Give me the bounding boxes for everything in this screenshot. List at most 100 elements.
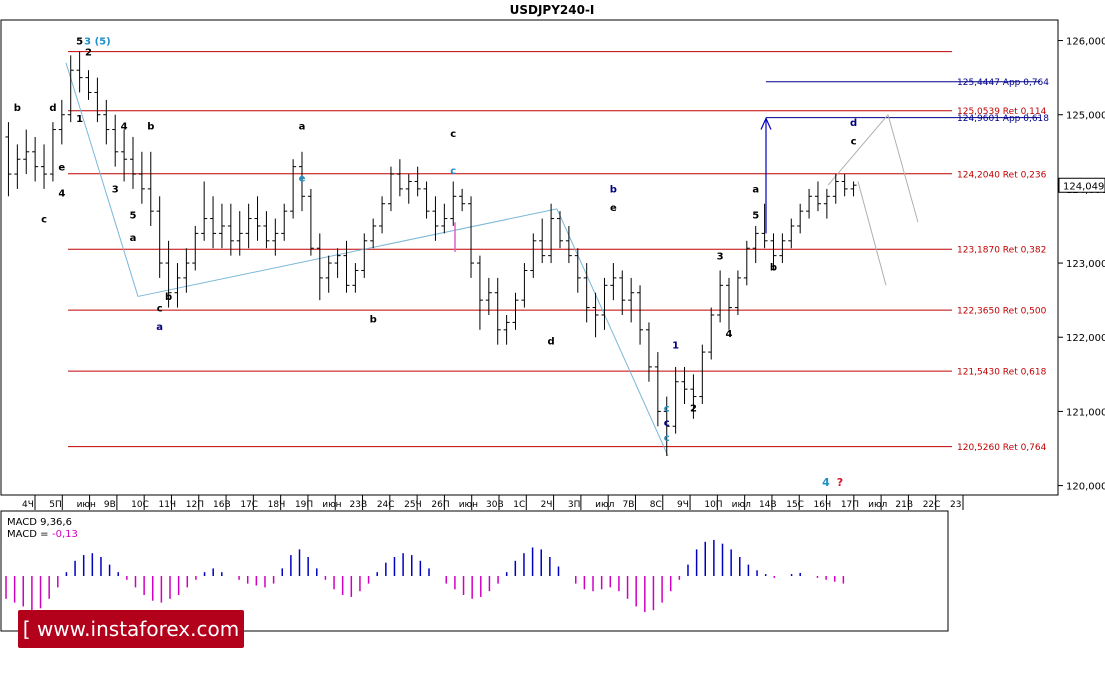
x-tick-label: 4Ч xyxy=(22,500,34,510)
y-tick-label: 123,000 xyxy=(1066,259,1105,270)
x-tick-label: 12П xyxy=(186,500,204,510)
wave-label: 5 xyxy=(752,211,759,222)
wave-label: 4 xyxy=(726,329,733,340)
ohlc-bar xyxy=(94,77,101,123)
ohlc-bar xyxy=(165,240,172,308)
wave-label: 1 xyxy=(76,114,83,125)
ohlc-bar xyxy=(654,352,661,427)
x-tick-label: 16В xyxy=(213,500,231,510)
x-tick-label: 22С xyxy=(923,500,941,510)
x-tick-label: июл xyxy=(595,500,614,510)
ohlc-bar xyxy=(459,188,466,212)
current-price-box xyxy=(1058,177,1105,193)
x-tick-label: 19П xyxy=(295,500,313,510)
wave-label: c xyxy=(664,433,670,444)
ohlc-bar xyxy=(343,240,350,293)
wave-label: b xyxy=(165,292,172,303)
ohlc-bar xyxy=(379,196,386,234)
wave-overlay xyxy=(65,62,919,457)
wave-label: b xyxy=(610,185,617,196)
ohlc-bar xyxy=(485,277,492,315)
wave-label: e xyxy=(610,203,617,214)
ohlc-bar xyxy=(565,225,572,264)
ohlc-bar xyxy=(236,211,243,256)
macd-panel-frame xyxy=(0,510,949,632)
ohlc-bar xyxy=(432,196,439,241)
x-tick-label: 23 xyxy=(950,500,961,510)
ohlc-bar xyxy=(254,196,261,241)
ohlc-bar xyxy=(583,263,590,323)
x-axis: 4Ч 5П июн 9В 10С 11Ч 12П 16В 17С 18Ч 19П июн 23В 24С 2… xyxy=(22,495,964,510)
ohlc-bar xyxy=(334,248,341,278)
main-panel-frame xyxy=(0,19,1059,496)
ohlc-bar xyxy=(76,51,83,93)
x-tick-label: июн xyxy=(77,500,96,510)
wave-label: a xyxy=(130,233,137,244)
x-tick-label: 7В xyxy=(622,500,634,510)
wave-label: 1 xyxy=(672,340,679,351)
ohlc-bar xyxy=(592,292,599,338)
ohlc-bar xyxy=(850,181,857,197)
ohlc-bar xyxy=(708,307,715,360)
y-tick-label: 121,000 xyxy=(1066,407,1105,418)
ohlc-bar xyxy=(441,203,448,234)
ohlc-bar xyxy=(494,277,501,345)
ohlc-bar xyxy=(201,181,208,241)
x-tick-label: 8С xyxy=(650,500,662,510)
ohlc-bar xyxy=(726,277,733,330)
y-tick-label: 122,000 xyxy=(1066,333,1105,344)
ohlc-bar xyxy=(761,203,768,249)
ohlc-bar xyxy=(601,277,608,330)
macd-value-label: MACD = xyxy=(7,529,49,540)
ohlc-bar xyxy=(299,151,306,212)
wave-label: d xyxy=(49,103,56,114)
x-tick-label: июл xyxy=(868,500,887,510)
x-tick-label: 24С xyxy=(377,500,395,510)
x-tick-label: 9Ч xyxy=(677,500,689,510)
ohlc-bar xyxy=(192,225,199,271)
y-axis: 126,000125,000124,000123,000122,000121,0… xyxy=(1058,37,1105,493)
fib-level-label: 124,2040 Ret 0,236 xyxy=(957,170,1047,180)
ohlc-bar xyxy=(245,203,252,249)
wave-label: c xyxy=(450,129,456,140)
ohlc-bar xyxy=(414,166,421,197)
ohlc-bar xyxy=(574,248,581,293)
ohlc-bar xyxy=(841,174,848,197)
x-tick-label: 9В xyxy=(104,500,116,510)
wave-label: c xyxy=(664,403,670,414)
ohlc-bar xyxy=(307,188,314,256)
wave-label-bottom: 4 xyxy=(822,476,830,489)
x-tick-label: 25Ч xyxy=(404,500,422,510)
projection-label: 125,4447 App 0,764 xyxy=(957,78,1049,88)
x-tick-label: 3П xyxy=(568,500,581,510)
fib-level-label: 122,3650 Ret 0,500 xyxy=(957,307,1047,317)
ohlc-bar xyxy=(503,314,510,345)
chart-title: USDJPY240-I xyxy=(510,3,595,17)
ohlc-bar xyxy=(112,114,119,167)
forecast-path-line xyxy=(887,114,919,223)
fib-level-label: 121,5430 Ret 0,618 xyxy=(957,368,1047,378)
ohlc-bar xyxy=(450,181,457,226)
wave-label: 2 xyxy=(690,403,697,414)
ohlc-bar xyxy=(156,196,163,278)
wave-label: 4 xyxy=(58,188,65,199)
background xyxy=(0,0,1105,661)
wave-label: a xyxy=(752,185,759,196)
x-tick-label: июл xyxy=(732,500,751,510)
wave-label: b xyxy=(770,262,777,273)
x-tick-label: 2Ч xyxy=(541,500,553,510)
wave-connector-line xyxy=(65,62,139,297)
ohlc-bar xyxy=(325,255,332,293)
ohlc-bar xyxy=(129,136,136,189)
wave-label: 3 xyxy=(112,185,119,196)
wave-label: 4 xyxy=(121,122,128,133)
ohlc-bar xyxy=(645,322,652,382)
x-tick-label: 15С xyxy=(786,500,804,510)
wave-label: a xyxy=(299,122,306,133)
ohlc-bar xyxy=(610,263,617,301)
ohlc-bar xyxy=(183,248,190,293)
ohlc-bar xyxy=(210,196,217,249)
fib-levels: 125,0539 Ret 0,114 124,2040 Ret 0,236 123,… xyxy=(68,51,1049,453)
wave-label: c xyxy=(450,166,456,177)
current-price-label: 124,049 xyxy=(1063,181,1104,192)
